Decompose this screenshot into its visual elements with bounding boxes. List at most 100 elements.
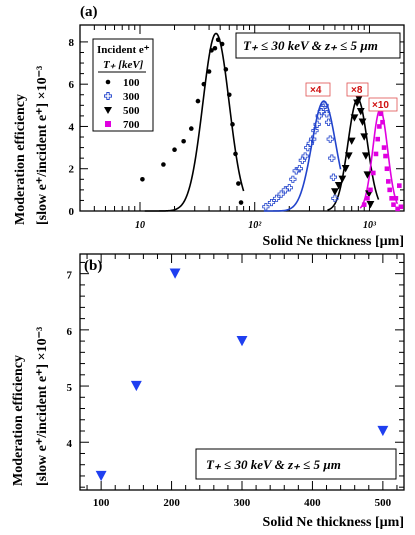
data-point-700 <box>384 166 390 172</box>
mult-label-300: ×4 <box>310 85 322 96</box>
x-tick-label: 300 <box>234 497 251 509</box>
data-point-300 <box>323 110 331 118</box>
data-point-300 <box>295 165 303 173</box>
y-tick-label: 6 <box>69 79 75 91</box>
data-point-100 <box>219 41 225 47</box>
data-point-700 <box>398 204 404 210</box>
data-point-500 <box>341 165 350 173</box>
data-point-500 <box>355 95 363 103</box>
panel-a-plot-frame <box>79 24 405 212</box>
panel-a-annotation: T₊ ≤ 30 keV & z₊ ≤ 5 µm <box>243 38 378 53</box>
data-point-300 <box>326 135 334 143</box>
data-point-300 <box>331 194 339 202</box>
data-point-300 <box>289 175 297 183</box>
x-tick-label: 10³ <box>363 220 377 231</box>
y-tick-label: 5 <box>67 382 73 394</box>
data-point-300 <box>329 173 338 181</box>
data-point-700 <box>380 119 385 125</box>
data-point-700 <box>397 183 402 188</box>
panel-b-x-axis-label: Solid Ne thickness [µm] <box>263 515 404 530</box>
panel-a-legend: Incident e⁺ T₊ [keV] 100 300 500 700 <box>92 38 154 132</box>
panel-a-ticks: 0 2 4 6 8 10 10² 10³ <box>69 25 405 231</box>
data-point-300 <box>328 154 336 162</box>
data-point-300 <box>262 203 270 211</box>
data-point-100 <box>206 69 212 74</box>
data-point-700 <box>387 187 392 193</box>
y-tick-label: 8 <box>69 37 75 49</box>
data-point-100 <box>209 48 214 53</box>
data-point-100 <box>188 126 194 131</box>
y-tick-label: 2 <box>69 164 75 176</box>
data-point-700 <box>377 124 382 129</box>
panel-b-label: (b) <box>84 258 102 274</box>
data-point-300 <box>324 118 333 126</box>
data-point-700 <box>368 187 373 193</box>
data-point-100 <box>212 45 218 51</box>
y-tick-label: 6 <box>67 326 73 338</box>
panel-a-points <box>140 37 404 212</box>
data-point-100 <box>238 200 244 205</box>
data-point-500 <box>365 190 373 198</box>
x-tick-label: 10² <box>248 220 262 231</box>
data-point-500 <box>358 118 367 126</box>
data-point-500 <box>361 152 370 160</box>
data-point-100 <box>195 98 201 104</box>
data-point-700 <box>391 202 396 207</box>
x-tick-label: 500 <box>375 497 392 509</box>
data-point-500 <box>334 181 343 190</box>
data-point-700 <box>386 179 391 184</box>
data-point-300 <box>272 194 281 202</box>
data-point-500 <box>338 175 347 183</box>
y-tick-label: 7 <box>67 270 73 282</box>
data-point <box>130 380 142 392</box>
data-point <box>169 268 181 279</box>
x-tick-label: 400 <box>304 497 321 509</box>
fit-curve-100 <box>144 32 245 212</box>
data-point-700 <box>378 111 384 117</box>
data-point-100 <box>161 162 166 167</box>
panel-a-label: (a) <box>80 4 98 20</box>
data-point-300 <box>281 186 289 194</box>
panel-b-points <box>95 268 389 482</box>
panel-a-y-axis-label-line2: [slow e⁺/incident e⁺] ×10⁻³ <box>35 66 50 225</box>
data-point-500 <box>344 152 353 160</box>
panel-a-x-axis-label: Solid Ne thickness [µm] <box>263 234 404 249</box>
legend-marker-500 <box>104 107 112 114</box>
data-point-700 <box>381 145 387 150</box>
fit-curve-300 <box>263 100 342 212</box>
data-point-300 <box>321 101 329 109</box>
data-point-100 <box>230 122 235 127</box>
data-point-700 <box>383 153 388 159</box>
legend-marker-100 <box>105 79 111 85</box>
panel-b-annotation: T₊ ≤ 30 keV & z₊ ≤ 5 µm <box>206 457 341 472</box>
legend-title: Incident e⁺ <box>97 44 150 56</box>
panel-a-annotation-box <box>235 32 401 59</box>
data-point-700 <box>389 196 394 201</box>
mult-label-500: ×8 <box>351 85 363 96</box>
data-point <box>236 335 248 347</box>
data-point-300 <box>301 152 309 160</box>
data-point-300 <box>267 198 276 207</box>
data-point-700 <box>375 136 381 142</box>
data-point-500 <box>331 188 339 196</box>
data-point-700 <box>365 196 370 201</box>
data-point-500 <box>356 107 365 116</box>
panel-b-ticks: 4 5 6 7 100 200 300 400 500 <box>67 254 404 509</box>
legend-subtitle: T₊ [keV] <box>103 59 144 71</box>
legend-entry-500: 500 <box>123 105 140 117</box>
data-point-100 <box>201 81 207 87</box>
data-point-100 <box>233 151 238 157</box>
data-point-700 <box>373 151 379 157</box>
legend-box <box>92 38 154 132</box>
mult-box-300 <box>305 82 331 97</box>
y-tick-label: 4 <box>69 121 75 133</box>
data-point-100 <box>215 37 221 43</box>
data-point-100 <box>181 138 186 144</box>
data-point-300 <box>309 135 317 143</box>
data-point-500 <box>366 200 375 209</box>
panel-b-y-axis-label-line1: Moderation efficiency <box>11 355 26 486</box>
data-point-700 <box>370 170 376 176</box>
x-tick-label: 10 <box>135 220 145 231</box>
panel-b-y-axis-label-line2: [slow e⁺/incident e⁺] ×10⁻³ <box>35 327 50 486</box>
